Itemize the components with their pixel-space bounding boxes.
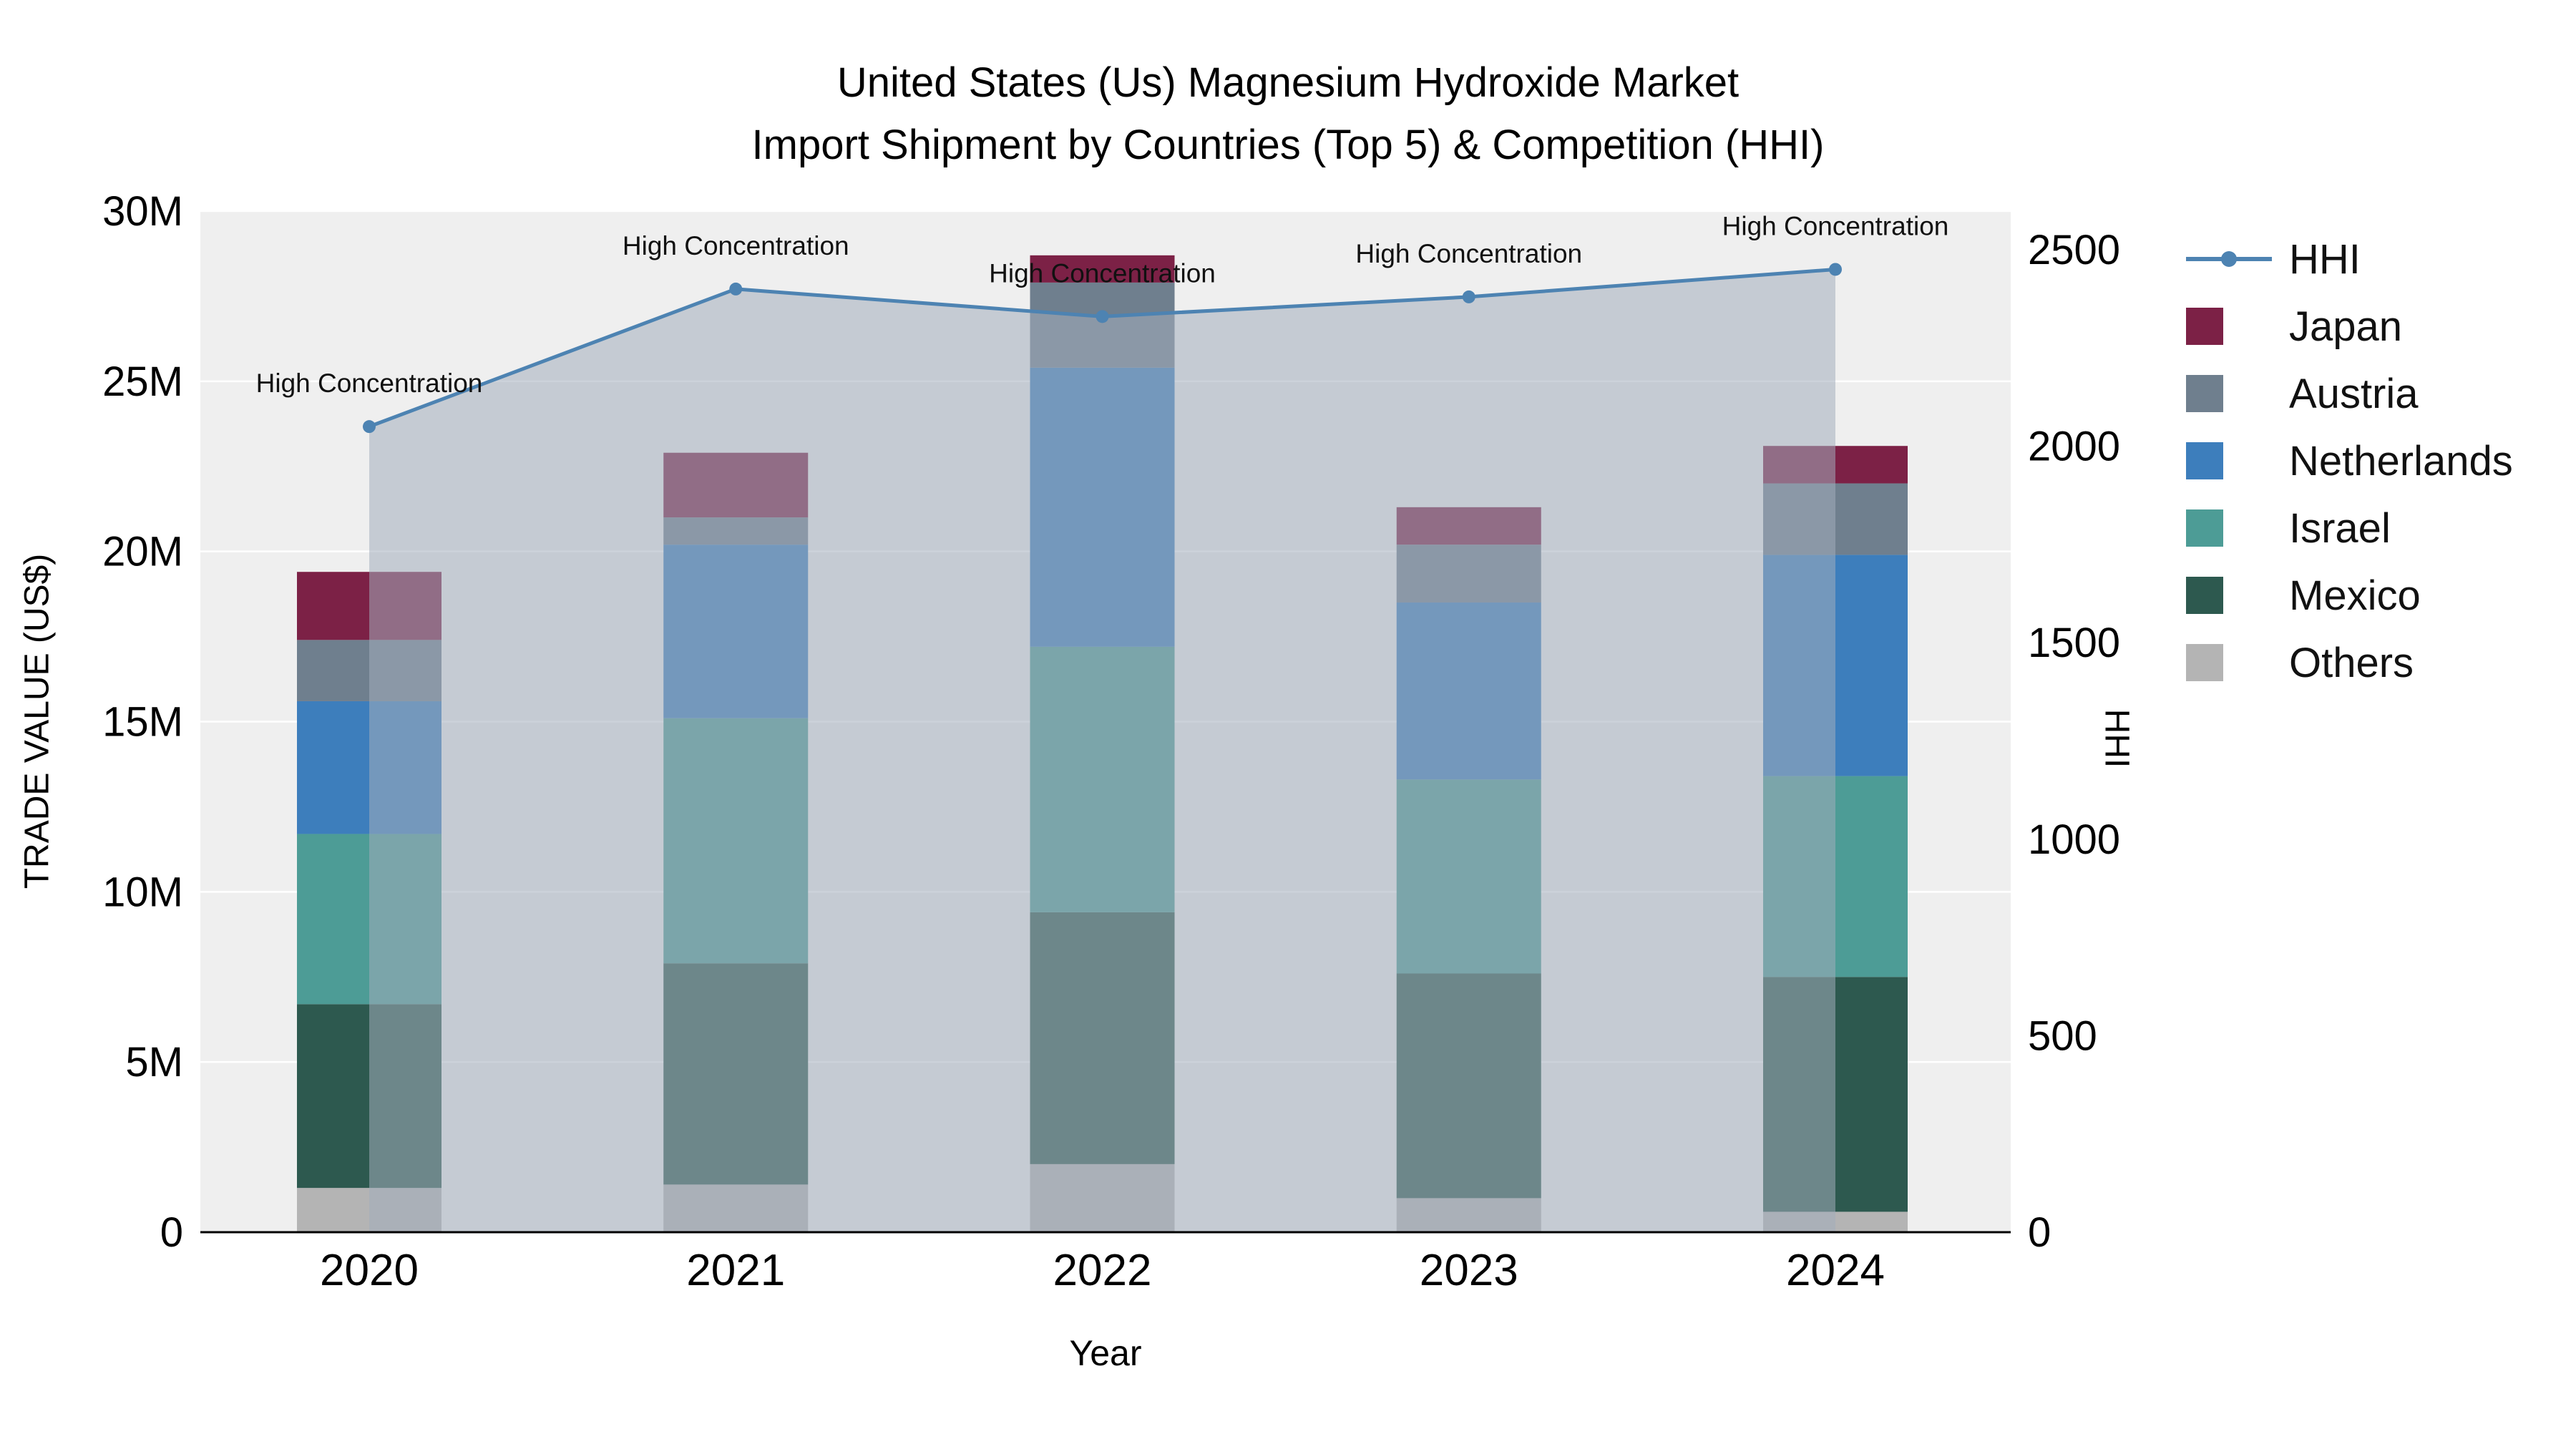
austria-swatch-wrap [2186, 375, 2272, 412]
legend: HHI Japan Austria Netherlands Israel Mex… [2186, 236, 2513, 707]
hhi-marker-2022 [1096, 310, 1109, 323]
legend-item-others[interactable]: Others [2186, 640, 2513, 686]
chart-title: United States (Us) Magnesium Hydroxide M… [0, 52, 2576, 176]
y-left-tick-label: 15M [102, 699, 183, 746]
annotation-2021: High Concentration [623, 231, 849, 260]
legend-label-japan: Japan [2289, 303, 2403, 350]
japan-color-swatch [2186, 308, 2223, 345]
y-left-tick-label: 10M [102, 869, 183, 915]
netherlands-swatch-wrap [2186, 442, 2272, 479]
hhi-line-swatch [2186, 251, 2272, 267]
legend-item-israel[interactable]: Israel [2186, 504, 2513, 552]
legend-label-israel: Israel [2289, 504, 2391, 552]
y-right-tick-label: 1000 [2028, 816, 2120, 863]
y-right-tick-label: 0 [2028, 1209, 2051, 1256]
y-axis-left-title: TRADE VALUE (US$) [18, 553, 57, 889]
y-left-tick-label: 25M [102, 358, 183, 405]
mexico-swatch-wrap [2186, 577, 2272, 614]
y-right-tick-label: 1500 [2028, 620, 2120, 666]
israel-color-swatch [2186, 509, 2223, 547]
bar-segment-japan-2022 [1030, 255, 1175, 283]
chart-title-line1: United States (Us) Magnesium Hydroxide M… [836, 59, 1740, 106]
annotation-2024: High Concentration [1722, 211, 1949, 240]
legend-item-netherlands[interactable]: Netherlands [2186, 438, 2513, 484]
y-left-tick-label: 20M [102, 529, 183, 575]
annotation-2020: High Concentration [256, 369, 483, 398]
x-tick-label-2021: 2021 [686, 1246, 785, 1295]
y-right-tick-label: 2500 [2028, 227, 2120, 273]
y-axis-right-title: HHI [2097, 708, 2136, 769]
legend-label-others: Others [2289, 639, 2414, 686]
y-left-tick-label: 5M [125, 1039, 183, 1085]
legend-item-hhi[interactable]: HHI [2186, 235, 2513, 283]
legend-label-mexico: Mexico [2289, 572, 2421, 619]
legend-item-japan[interactable]: Japan [2186, 303, 2513, 350]
legend-label-netherlands: Netherlands [2289, 437, 2513, 484]
y-left-tick-label: 30M [102, 188, 183, 235]
x-tick-label-2023: 2023 [1420, 1246, 1518, 1295]
x-axis-title: Year [1069, 1333, 1142, 1373]
hhi-marker-dot [2221, 251, 2237, 267]
hhi-marker-2020 [363, 420, 376, 434]
x-tick-label-2020: 2020 [320, 1246, 419, 1295]
hhi-marker-2023 [1462, 290, 1475, 303]
annotation-2022: High Concentration [989, 258, 1216, 288]
legend-item-austria[interactable]: Austria [2186, 370, 2513, 417]
chart-title-line2: Import Shipment by Countries (Top 5) & C… [751, 122, 1825, 168]
netherlands-color-swatch [2186, 442, 2223, 479]
y-right-tick-label: 500 [2028, 1013, 2097, 1059]
hhi-marker-2021 [729, 282, 743, 296]
x-tick-label-2024: 2024 [1786, 1246, 1885, 1295]
austria-color-swatch [2186, 375, 2223, 412]
y-left-tick-label: 0 [160, 1209, 183, 1256]
legend-label-hhi: HHI [2289, 235, 2361, 283]
annotation-2023: High Concentration [1355, 239, 1582, 268]
y-right-tick-label: 2000 [2028, 424, 2120, 470]
x-tick-label-2022: 2022 [1053, 1246, 1152, 1295]
hhi-marker-2024 [1829, 263, 1842, 276]
legend-item-mexico[interactable]: Mexico [2186, 572, 2513, 619]
legend-label-austria: Austria [2289, 370, 2419, 417]
mexico-color-swatch [2186, 577, 2223, 614]
japan-swatch-wrap [2186, 308, 2272, 345]
hhi-area-fill [369, 269, 1835, 1233]
others-swatch-wrap [2186, 644, 2272, 681]
others-color-swatch [2186, 644, 2223, 681]
israel-swatch-wrap [2186, 509, 2272, 547]
hhi-line-sample [2186, 251, 2272, 267]
